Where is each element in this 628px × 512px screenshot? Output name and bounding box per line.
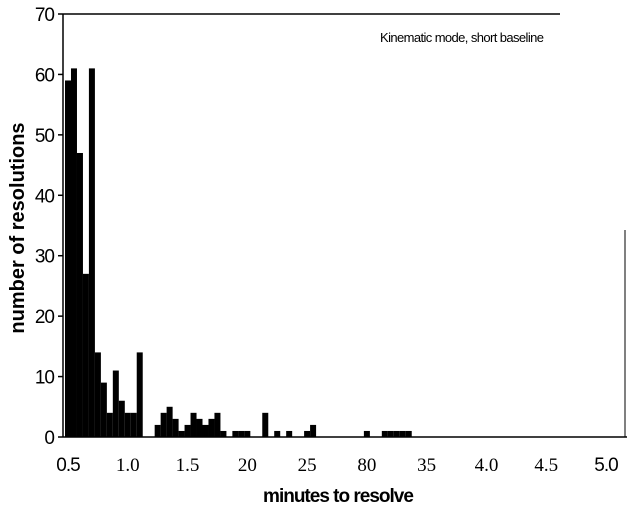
bar [166,406,173,437]
bar [232,430,239,437]
bar [208,418,215,437]
y-tick-label: 10 [35,368,55,389]
bar [76,152,83,437]
bar [160,412,167,437]
x-tick-label: 80 [357,455,376,476]
bar [399,430,406,437]
bar [381,430,388,437]
bar [94,352,101,437]
bar [214,412,221,437]
bar [184,424,191,437]
y-tick-label: 60 [35,65,55,86]
bar [178,430,185,437]
bar [172,418,179,437]
chart-annotation: Kinematic mode, short baseline [380,30,544,45]
bar [238,430,245,437]
x-axis-ticks: 0.5 1.0 1.5 20 25 80 35 4.0 4.5 5.0 [56,455,619,476]
bar [106,412,113,437]
x-tick-label: 0.5 [56,455,80,476]
bar [154,424,161,437]
bar [202,424,209,437]
x-tick-label: 25 [298,455,317,476]
bar [118,400,125,437]
bar [310,424,317,437]
bar [70,68,77,437]
bar [262,412,269,437]
x-axis-label: minutes to resolve [263,486,413,507]
bar [112,370,119,437]
x-tick-label: 20 [238,455,257,476]
x-tick-label: 4.5 [534,455,558,476]
y-axis-label: number of resolutions [7,122,29,333]
y-tick-label: 30 [35,247,55,268]
bar [286,430,293,437]
bar [387,430,394,437]
y-axis-ticks: 0 10 20 30 40 50 60 70 [35,5,63,449]
y-tick-label: 20 [35,307,55,328]
bar [130,412,137,437]
y-tick-label: 70 [35,5,55,26]
bar [405,430,412,437]
bar [136,352,143,437]
bar [196,418,203,437]
bar [190,412,197,437]
bar [100,382,107,437]
x-tick-label: 35 [417,455,436,476]
x-tick-label: 4.0 [475,455,499,476]
bar [393,430,400,437]
x-tick-label: 1.0 [116,455,140,476]
y-tick-label: 50 [35,126,55,147]
bar [82,273,89,437]
y-tick-label: 0 [44,428,54,449]
bar [88,68,95,437]
bar [220,430,227,437]
bar [363,430,370,437]
x-tick-label: 1.5 [176,455,200,476]
bar [304,430,311,437]
bar [124,412,131,437]
bar [274,430,281,437]
x-tick-label: 5.0 [594,455,618,476]
bar [65,80,71,437]
y-tick-label: 40 [35,186,55,207]
bar-series [65,68,412,437]
bar [244,430,251,437]
